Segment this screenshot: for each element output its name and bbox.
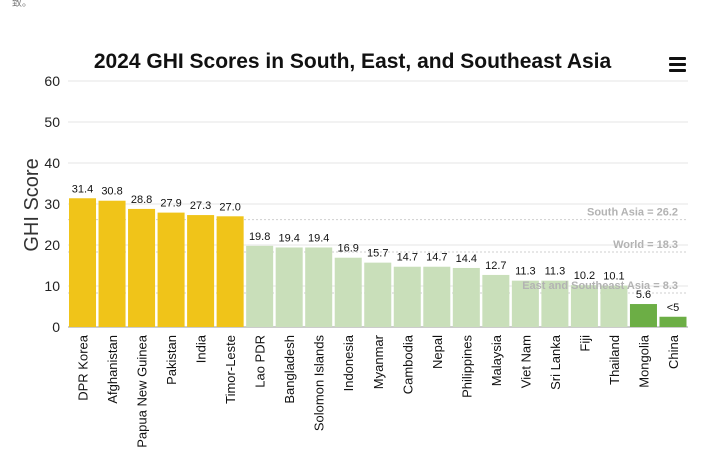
y-tick-label: 10 — [44, 278, 60, 294]
bar — [364, 262, 392, 327]
bar — [541, 280, 569, 327]
data-label: 14.7 — [426, 252, 447, 264]
menu-icon-bar — [668, 63, 686, 66]
data-label: 19.8 — [249, 231, 270, 243]
y-tick-label: 40 — [44, 155, 60, 171]
bar — [629, 304, 657, 327]
data-label: 19.4 — [278, 232, 299, 244]
bar — [393, 266, 421, 327]
bar — [98, 200, 126, 327]
data-label: 14.7 — [397, 252, 418, 264]
data-label: 14.4 — [456, 253, 477, 265]
y-axis-label: GHI Score — [21, 158, 43, 251]
bar — [216, 216, 244, 327]
x-tick-label: Timor-Leste — [223, 335, 238, 404]
data-label: 15.7 — [367, 248, 388, 260]
data-label: 16.9 — [338, 243, 359, 255]
data-label: 10.2 — [574, 270, 595, 282]
bar — [659, 316, 687, 327]
data-label: 31.4 — [72, 183, 93, 195]
corner-text: 致。 — [12, 0, 32, 9]
bar — [246, 245, 274, 327]
x-tick-label: Solomon Islands — [312, 335, 327, 432]
bar — [600, 285, 628, 327]
bar — [334, 257, 362, 327]
x-tick-label: Sri Lanka — [548, 334, 563, 390]
data-label: 11.3 — [545, 266, 566, 278]
data-label: <5 — [667, 302, 680, 314]
y-tick-label: 60 — [44, 73, 60, 89]
y-tick-label: 0 — [52, 319, 60, 335]
y-tick-label: 30 — [44, 196, 60, 212]
reference-line-label: South Asia = 26.2 — [587, 207, 678, 219]
bar — [128, 208, 156, 327]
bar — [275, 247, 303, 327]
menu-icon-bar — [668, 57, 686, 60]
x-tick-label: Mongolia — [636, 334, 651, 388]
bar — [570, 285, 598, 327]
data-label: 5.6 — [636, 289, 651, 301]
x-tick-label: Malaysia — [489, 334, 504, 386]
data-label: 11.3 — [515, 266, 536, 278]
bar — [157, 212, 185, 327]
x-tick-label: DPR Korea — [76, 334, 91, 401]
x-tick-label: Nepal — [430, 335, 445, 369]
x-tick-label: Lao PDR — [253, 335, 268, 388]
data-label: 19.4 — [308, 232, 329, 244]
x-tick-label: China — [666, 334, 681, 369]
chart-title: 2024 GHI Scores in South, East, and Sout… — [93, 50, 612, 73]
x-tick-label: Afghanistan — [105, 335, 120, 404]
data-label: 30.8 — [101, 186, 122, 198]
data-label: 27.0 — [219, 201, 240, 213]
menu-icon-bar — [668, 69, 686, 72]
x-tick-label: India — [194, 334, 209, 363]
y-tick-label: 50 — [44, 114, 60, 130]
bar — [482, 274, 510, 327]
data-label: 28.8 — [131, 194, 152, 206]
x-tick-label: Viet Nam — [518, 335, 533, 388]
data-label: 27.9 — [160, 198, 181, 210]
bar — [187, 215, 215, 327]
data-label: 12.7 — [485, 260, 506, 272]
x-tick-label: Indonesia — [341, 334, 356, 391]
data-label: 10.1 — [603, 271, 624, 283]
x-tick-label: Myanmar — [371, 334, 386, 389]
x-tick-label: Bangladesh — [282, 335, 297, 404]
y-tick-label: 20 — [44, 237, 60, 253]
bar — [305, 247, 333, 327]
x-tick-label: Thailand — [607, 335, 622, 385]
x-tick-label: Fiji — [577, 335, 592, 352]
data-label: 27.3 — [190, 200, 211, 212]
reference-line-label: East and Southeast Asia = 8.3 — [522, 280, 678, 292]
bar — [452, 267, 480, 327]
x-tick-label: Philippines — [459, 335, 474, 398]
menu-icon[interactable] — [666, 54, 688, 74]
bar — [511, 280, 539, 327]
x-tick-label: Papua New Guinea — [135, 334, 150, 448]
x-tick-label: Pakistan — [164, 335, 179, 385]
bar — [69, 198, 97, 327]
x-tick-label: Cambodia — [400, 334, 415, 394]
bar — [423, 266, 451, 327]
reference-line-label: World = 18.3 — [613, 239, 678, 251]
